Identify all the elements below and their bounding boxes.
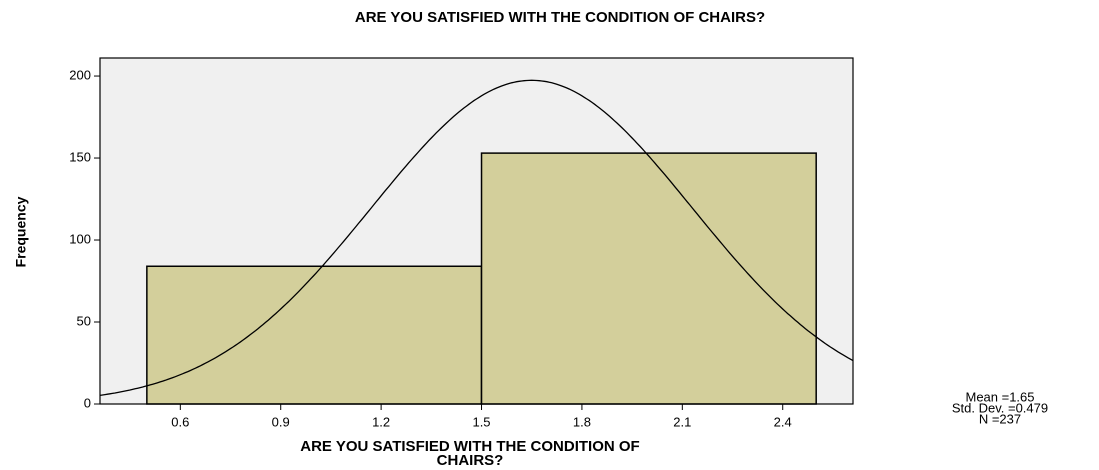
x-tick-label: 0.6	[171, 414, 189, 429]
chart-title: ARE YOU SATISFIED WITH THE CONDITION OF …	[355, 9, 765, 26]
y-tick-label: 50	[77, 313, 91, 328]
x-axis-label: ARE YOU SATISFIED WITH THE CONDITION OF	[300, 438, 639, 455]
x-axis-label: CHAIRS?	[437, 452, 504, 469]
y-tick-label: 200	[69, 67, 91, 82]
y-tick-label: 150	[69, 149, 91, 164]
x-tick-label: 1.2	[372, 414, 390, 429]
x-tick-label: 0.9	[272, 414, 290, 429]
x-tick-label: 2.4	[774, 414, 792, 429]
stat-label: N =237	[979, 411, 1021, 426]
stat-label: Mean =1.65	[965, 389, 1034, 404]
stat-label: Std. Dev. =0.479	[952, 400, 1048, 415]
plot-border	[99, 57, 854, 405]
y-axis-label: Frequency	[13, 196, 29, 267]
normal-curve	[100, 79, 853, 397]
y-tick-label: 100	[69, 231, 91, 246]
x-tick-label: 1.5	[472, 414, 490, 429]
x-tick-label: 2.1	[673, 414, 691, 429]
bar	[480, 152, 817, 405]
bar	[146, 265, 483, 405]
x-tick-label: 1.8	[573, 414, 591, 429]
y-tick-label: 0	[84, 395, 91, 410]
